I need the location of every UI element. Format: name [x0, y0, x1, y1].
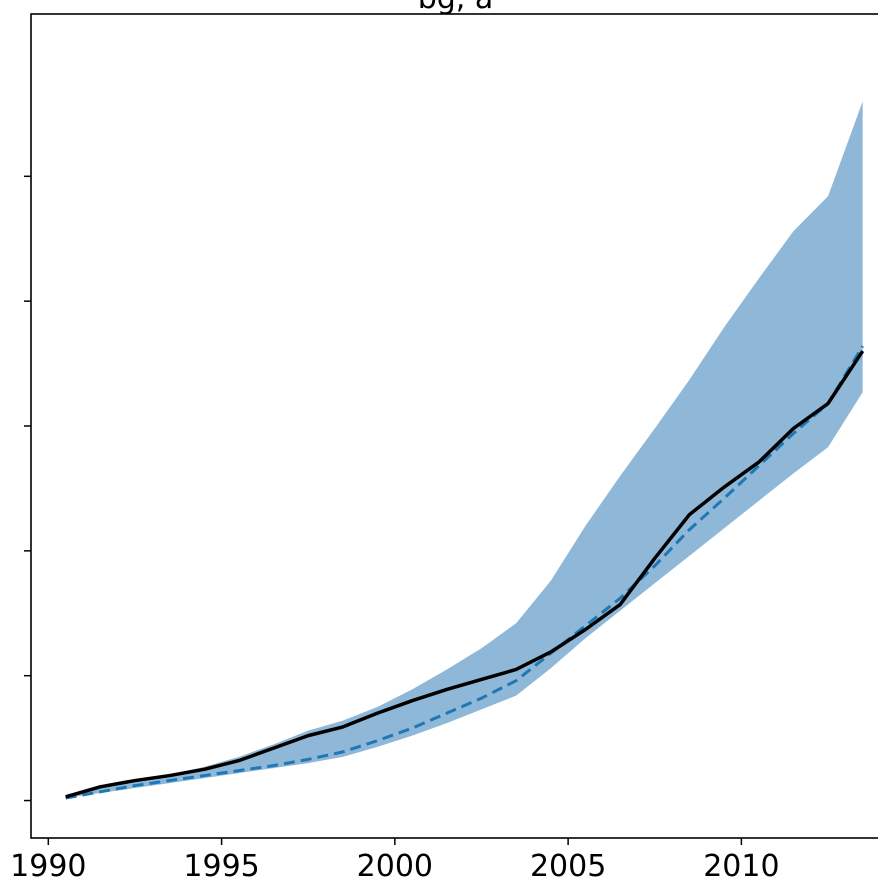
axes: 1990 1995 2000 2005 2010 — [10, 13, 878, 884]
x-tick-label: 1995 — [183, 849, 259, 884]
plot-area — [65, 101, 865, 800]
chart-title: bg, a — [418, 0, 494, 16]
x-tick-label: 2005 — [530, 849, 606, 884]
x-tick-label: 1990 — [10, 849, 86, 884]
x-tick-label: 2000 — [357, 849, 433, 884]
uncertainty-band — [65, 101, 863, 799]
solid-series-line — [65, 350, 865, 799]
x-tick-label: 2010 — [703, 849, 779, 884]
dashed-series-line — [65, 345, 864, 800]
